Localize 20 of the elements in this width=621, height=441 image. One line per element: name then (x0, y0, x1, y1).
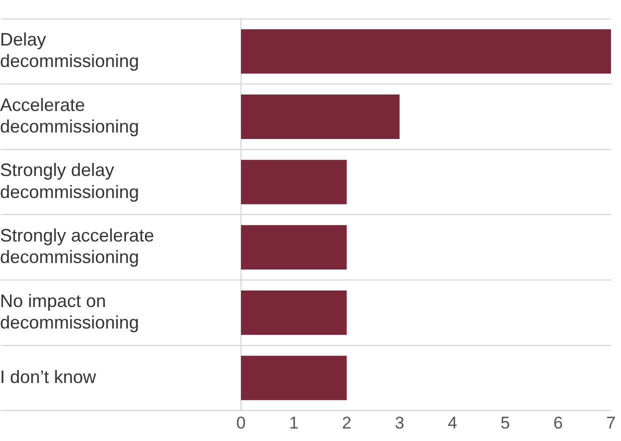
y-tick-label: Accelerate decommissioning (0, 94, 140, 137)
bar (241, 29, 611, 74)
y-tick-label: I don’t know (0, 366, 98, 387)
x-tick-label: 4 (448, 413, 458, 432)
x-tick-label: 0 (236, 413, 246, 432)
x-tick-label: 2 (342, 413, 352, 432)
bar (241, 94, 400, 139)
y-tick-label: Strongly delay decommissioning (0, 160, 140, 202)
bar (241, 225, 347, 270)
y-tick-label: Delay decommissioning (0, 30, 140, 72)
bar (241, 356, 347, 400)
y-tick-label: Strongly accelerate decommissioning (0, 226, 154, 268)
x-tick-label: 6 (553, 413, 563, 432)
y-tick-label: No impact on decommissioning (0, 290, 140, 332)
x-tick-label: 3 (394, 413, 404, 432)
x-tick-label: 1 (289, 413, 299, 432)
x-tick-label: 5 (500, 413, 510, 432)
bar (241, 160, 347, 204)
x-tick-label: 7 (606, 413, 616, 432)
bar (241, 290, 347, 335)
